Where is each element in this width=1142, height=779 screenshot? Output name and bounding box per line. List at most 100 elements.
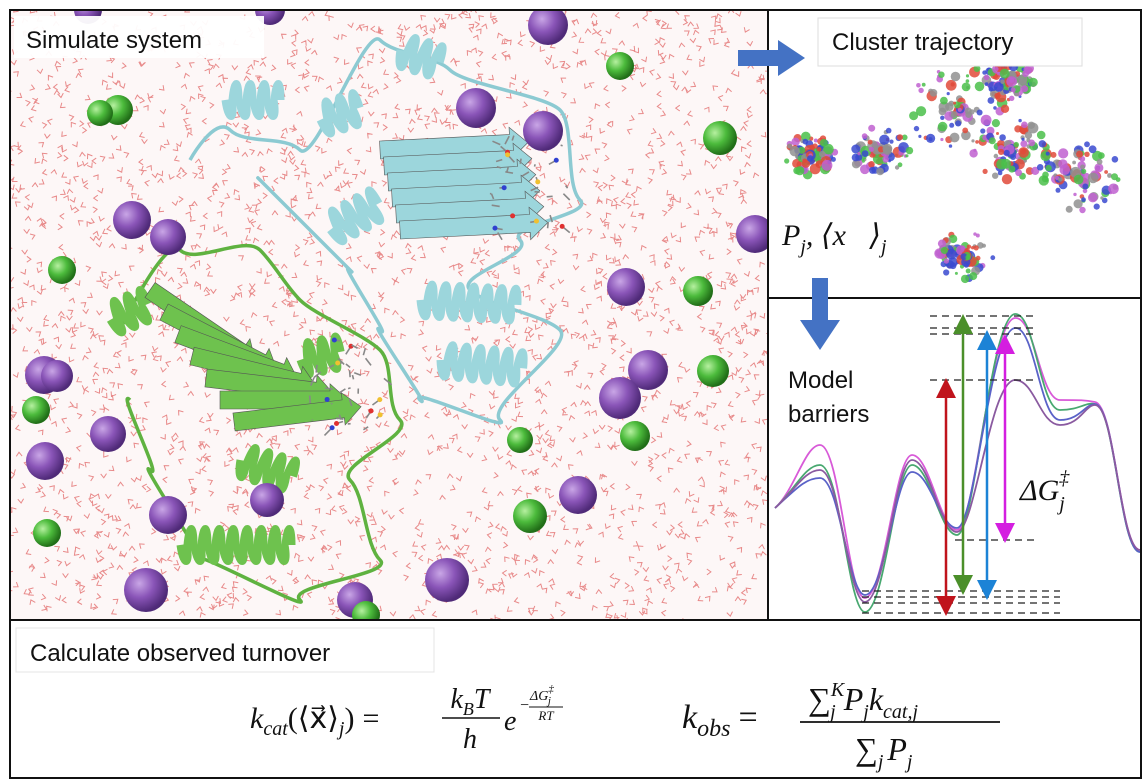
cluster-atom — [975, 233, 980, 238]
cluster-atom — [953, 101, 957, 105]
ion — [507, 427, 533, 453]
symbol: , — [806, 219, 821, 252]
cluster-atom — [1014, 125, 1022, 133]
symbol: k — [869, 681, 884, 717]
ion — [22, 396, 50, 424]
cluster-atom — [977, 242, 984, 249]
cluster-atom — [784, 158, 790, 164]
atom — [331, 337, 337, 343]
cluster-atom — [1108, 183, 1119, 195]
cluster-atom — [816, 147, 822, 152]
symbol: h — [463, 724, 477, 755]
ion — [149, 496, 187, 534]
cluster-atom — [815, 162, 820, 167]
cluster-atom — [1094, 163, 1104, 173]
cluster-atom — [1010, 87, 1016, 93]
cluster-atom — [1045, 151, 1050, 156]
bond — [530, 186, 539, 192]
cluster-atom — [897, 162, 903, 168]
cluster-atom — [948, 234, 958, 244]
cluster-atom — [983, 74, 990, 81]
bond — [505, 167, 509, 173]
cluster-atom — [969, 149, 978, 158]
equation-part: kobs = — [682, 699, 758, 742]
cluster-view — [784, 60, 1121, 284]
cluster-atom — [1072, 160, 1076, 165]
cluster-atom — [937, 121, 948, 132]
subscript: cat — [263, 718, 288, 740]
panel-frames — [9, 9, 1142, 779]
cluster-atom — [974, 81, 985, 92]
subscript: j — [546, 695, 551, 707]
bond — [353, 372, 362, 377]
cluster-atom — [1079, 206, 1086, 214]
cluster-atom — [1038, 175, 1050, 186]
cluster-atom — [913, 125, 920, 132]
flow-arrow — [800, 278, 840, 350]
cluster-atom — [1045, 179, 1048, 183]
cluster-atom — [975, 255, 981, 261]
cluster-atom — [963, 262, 970, 268]
cluster-atom — [1073, 174, 1084, 185]
cluster-atom — [954, 271, 958, 275]
atom — [377, 397, 383, 403]
cluster-atom — [885, 127, 892, 134]
cluster-atom — [1013, 141, 1019, 148]
atom — [505, 152, 511, 158]
cluster-atom — [905, 146, 914, 155]
cluster-atom — [1003, 149, 1010, 156]
kobs-equation: kobs = ∑K j Pjkcat,j ∑j Pj — [682, 679, 1000, 773]
cluster-atom — [1054, 175, 1060, 180]
cluster-atom — [879, 134, 890, 145]
ion — [87, 100, 113, 126]
equation-part: ΔG‡ j — [529, 683, 554, 707]
ion — [352, 601, 380, 620]
cluster-atom — [996, 158, 1008, 170]
helix — [436, 341, 528, 388]
bond — [491, 204, 500, 208]
cluster-atom — [877, 146, 885, 153]
cluster-atom — [987, 97, 995, 104]
symbol: e — [504, 706, 516, 737]
energy-profiles — [774, 313, 1141, 613]
bond — [348, 398, 353, 407]
symbol: k — [450, 684, 463, 715]
cluster-atom — [997, 170, 1003, 176]
bond — [338, 414, 342, 420]
ion — [513, 499, 547, 533]
cluster-atom — [1020, 140, 1028, 148]
cluster-atom — [993, 82, 1004, 92]
helix — [235, 444, 300, 494]
bond — [521, 171, 530, 177]
cluster-atom — [1111, 173, 1118, 181]
cluster-atom — [821, 159, 833, 171]
cluster-atom — [940, 137, 944, 142]
cluster-atom — [993, 153, 999, 159]
cluster-atom — [940, 96, 948, 105]
cluster-atom — [889, 139, 894, 144]
cluster-atom — [991, 119, 1001, 128]
barrier-arrows — [936, 314, 1015, 616]
cluster-atom — [882, 156, 889, 163]
cluster-atom — [965, 79, 970, 83]
cluster-atom — [971, 139, 975, 143]
ion — [607, 268, 645, 306]
subscript: cat,j — [883, 701, 918, 723]
cluster-atom — [867, 139, 873, 145]
barrier-label: ΔG‡ j — [1019, 467, 1070, 515]
cluster-atom — [949, 122, 955, 128]
cluster-atom — [1096, 158, 1103, 165]
cluster-atom — [1098, 152, 1105, 159]
cluster-atom — [986, 126, 995, 135]
cluster-atom — [994, 66, 999, 72]
cluster-atom — [1050, 151, 1057, 158]
ion — [736, 215, 768, 253]
cluster-atom — [926, 133, 936, 143]
cluster-atom — [851, 159, 861, 169]
cluster-atom — [897, 134, 903, 141]
cluster-atom — [940, 115, 945, 121]
subscript: obs — [697, 716, 730, 742]
cluster-label: Pj, ⟨x⃗⟩j — [781, 219, 887, 258]
cluster-atom — [961, 82, 971, 92]
cluster-atom — [964, 107, 972, 115]
